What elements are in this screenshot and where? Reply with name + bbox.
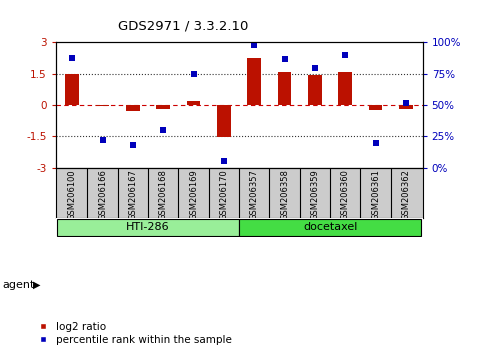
Bar (278, 72, 291, 105)
Text: GSM206359: GSM206359 (311, 169, 319, 220)
Text: ▶: ▶ (33, 280, 41, 290)
Text: GSM206166: GSM206166 (98, 169, 107, 220)
Bar (57, 219, 239, 236)
Bar (369, 105, 383, 110)
Text: GSM206358: GSM206358 (280, 169, 289, 220)
Legend: log2 ratio, percentile rank within the sample: log2 ratio, percentile rank within the s… (39, 322, 231, 345)
Text: GSM206170: GSM206170 (219, 169, 228, 220)
Bar (96, 105, 109, 106)
Text: GDS2971 / 3.3.2.10: GDS2971 / 3.3.2.10 (118, 19, 249, 33)
Text: HTI-286: HTI-286 (126, 222, 170, 232)
Bar (126, 105, 140, 112)
Text: GSM206167: GSM206167 (128, 169, 137, 220)
Bar (65, 74, 79, 105)
Text: docetaxel: docetaxel (303, 222, 357, 232)
Bar (308, 75, 322, 105)
Bar (247, 58, 261, 105)
Bar (156, 105, 170, 109)
Text: GSM206360: GSM206360 (341, 169, 350, 220)
Text: GSM206357: GSM206357 (250, 169, 259, 220)
Bar (187, 101, 200, 105)
Text: GSM206361: GSM206361 (371, 169, 380, 220)
Text: GSM206168: GSM206168 (159, 169, 168, 220)
Bar (339, 72, 352, 105)
Text: GSM206100: GSM206100 (68, 169, 77, 220)
Bar (217, 105, 231, 137)
Bar (239, 219, 421, 236)
Text: agent: agent (2, 280, 35, 290)
Bar (399, 105, 413, 109)
Text: GSM206169: GSM206169 (189, 169, 198, 220)
Text: GSM206362: GSM206362 (401, 169, 411, 220)
